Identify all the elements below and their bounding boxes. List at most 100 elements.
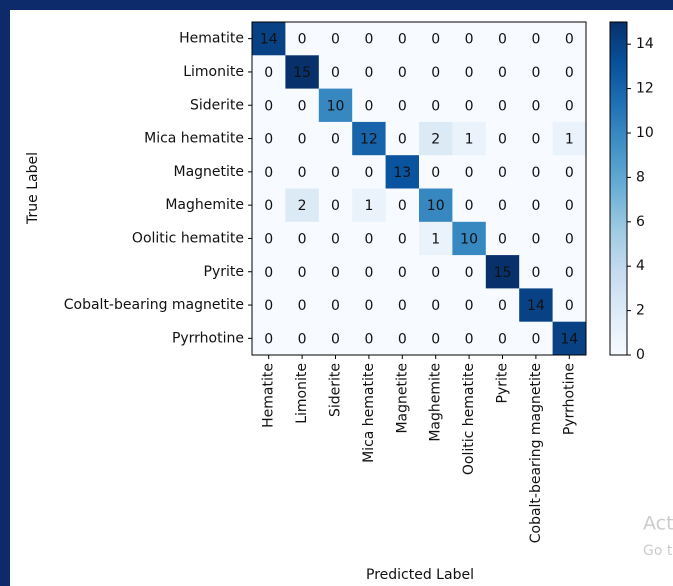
cell-label: 0 — [398, 198, 407, 214]
cell-label: 0 — [531, 331, 540, 347]
cell-label: 0 — [331, 32, 340, 48]
cell-label: 0 — [531, 265, 540, 281]
cell — [352, 188, 387, 223]
cell-label: 14 — [560, 331, 578, 347]
cell — [552, 155, 587, 189]
cell — [318, 255, 353, 289]
watermark: Act — [643, 513, 673, 535]
cell-label: 0 — [364, 165, 373, 181]
cell — [485, 321, 520, 356]
colorbar-tick-label: 14 — [636, 36, 654, 52]
cell-label: 0 — [465, 331, 474, 347]
cell — [285, 88, 320, 123]
cell-label: 0 — [565, 231, 574, 247]
cell — [519, 155, 554, 189]
cell — [452, 22, 487, 56]
cell-label: 0 — [364, 98, 373, 114]
cell — [519, 321, 554, 356]
cell-label: 0 — [565, 198, 574, 214]
cell-label: 2 — [298, 198, 307, 214]
cell — [385, 288, 420, 323]
cell-label: 0 — [331, 298, 340, 314]
cell — [285, 155, 320, 189]
frame-left — [0, 0, 10, 586]
cell-label: 0 — [331, 165, 340, 181]
y-tick-label: Maghemite — [165, 197, 244, 213]
cell-label: 1 — [364, 198, 373, 214]
cell-label: 0 — [264, 265, 273, 281]
cell-label: 1 — [431, 231, 440, 247]
cell-label: 0 — [364, 32, 373, 48]
cell-label: 0 — [298, 98, 307, 114]
cell-label: 0 — [498, 65, 507, 81]
x-tick-label: Siderite — [328, 363, 344, 417]
cell — [485, 155, 520, 189]
y-tick-label: Pyrite — [204, 264, 244, 280]
y-tick-label: Hematite — [179, 31, 244, 47]
cell — [519, 288, 554, 323]
cell-label: 0 — [565, 98, 574, 114]
cell — [452, 288, 487, 323]
cell — [552, 121, 587, 156]
watermark: Go t — [643, 543, 673, 559]
cell-label: 0 — [364, 298, 373, 314]
cell — [318, 188, 353, 223]
cell — [552, 321, 587, 356]
cell — [385, 255, 420, 289]
colorbar-tick-label: 6 — [636, 214, 645, 230]
cell — [552, 188, 587, 223]
cell-label: 0 — [465, 165, 474, 181]
cell-label: 10 — [427, 198, 445, 214]
cell-label: 0 — [398, 65, 407, 81]
cell-label: 0 — [431, 65, 440, 81]
cell — [419, 55, 453, 90]
cell — [318, 221, 353, 256]
cell-label: 0 — [531, 165, 540, 181]
colorbar — [609, 21, 628, 356]
cell — [252, 221, 286, 256]
cell — [385, 121, 420, 156]
cell-label: 0 — [298, 298, 307, 314]
cell-label: 0 — [498, 32, 507, 48]
cell-label: 0 — [264, 198, 273, 214]
cell-label: 0 — [431, 165, 440, 181]
cell — [519, 221, 554, 256]
x-tick-label: Hematite — [261, 363, 277, 428]
x-tick-label: Maghemite — [428, 363, 444, 442]
cell — [452, 121, 487, 156]
cell-label: 0 — [565, 265, 574, 281]
cell — [519, 22, 554, 56]
cell — [252, 22, 286, 56]
cell-label: 2 — [431, 132, 440, 148]
cell — [452, 221, 487, 256]
cell — [419, 22, 453, 56]
cell — [352, 155, 387, 189]
cell — [452, 188, 487, 223]
cell-label: 0 — [331, 132, 340, 148]
cell-label: 0 — [298, 165, 307, 181]
y-axis-label: True Label — [25, 152, 41, 225]
frame-top — [0, 0, 673, 10]
cell-label: 0 — [364, 331, 373, 347]
cell-label: 0 — [431, 331, 440, 347]
cell — [519, 255, 554, 289]
cell — [385, 55, 420, 90]
cell-label: 0 — [531, 198, 540, 214]
cell-label: 0 — [531, 65, 540, 81]
cell-label: 0 — [465, 198, 474, 214]
cell — [252, 321, 286, 356]
cell — [285, 255, 320, 289]
y-tick-label: Pyrrhotine — [172, 330, 244, 346]
cell-label: 0 — [264, 165, 273, 181]
colorbar-tick-label: 12 — [636, 81, 654, 97]
cell-label: 0 — [465, 32, 474, 48]
cell-label: 15 — [293, 65, 311, 81]
x-tick-label: Magnetite — [394, 363, 410, 434]
cell-label: 0 — [531, 231, 540, 247]
cell-label: 0 — [298, 32, 307, 48]
cell-label: 0 — [264, 98, 273, 114]
cell-label: 14 — [527, 298, 545, 314]
cell — [252, 155, 286, 189]
cell-label: 0 — [465, 98, 474, 114]
